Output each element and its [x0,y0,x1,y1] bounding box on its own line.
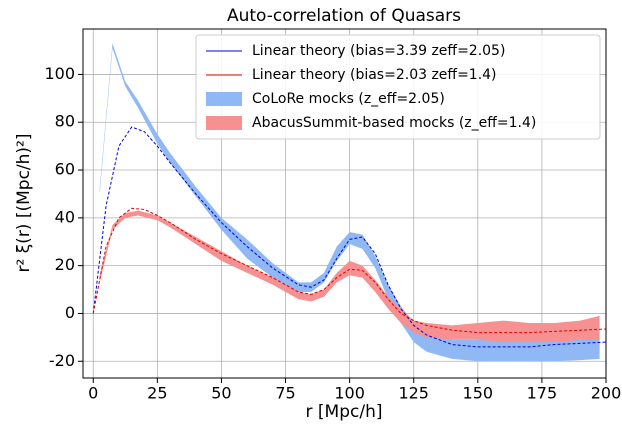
x-tick-label: 75 [275,384,295,403]
y-tick-label: 60 [55,160,75,179]
series-line [92,207,607,334]
legend-patch [206,92,242,106]
y-axis-label: r² ξ(r) [(Mpc/h)²] [14,134,34,273]
legend-patch [206,116,242,130]
legend-label: CoLoRe mocks (z_eff=2.05) [252,91,445,107]
x-axis-label: r [Mpc/h] [306,402,383,422]
chart-title: Auto-correlation of Quasars [227,6,461,26]
legend: Linear theory (bias=3.39 zeff=2.05) Linea… [195,34,601,140]
band [99,210,600,343]
legend-box [195,34,601,140]
y-tick-label: 0 [65,303,75,322]
x-tick-label: 125 [398,384,429,403]
legend-label: Linear theory (bias=3.39 zeff=2.05) [252,43,505,59]
y-tick-label: 100 [44,64,75,83]
series-line [92,126,607,348]
plot-frame [82,28,607,379]
x-tick-label: 200 [591,384,622,403]
x-tick-label: 175 [527,384,558,403]
x-tick-label: 25 [147,384,167,403]
x-tick-label: 100 [334,384,365,403]
y-tick-label: 80 [55,112,75,131]
x-tick-label: 150 [463,384,494,403]
y-tick-label: 40 [55,207,75,226]
x-tick-label: 50 [211,384,231,403]
y-tick-label: 20 [55,255,75,274]
legend-label: AbacusSummit-based mocks (z_eff=1.4) [252,115,536,131]
x-tick-label: 0 [88,384,98,403]
y-tick-label: -20 [49,351,75,370]
legend-label: Linear theory (bias=2.03 zeff=1.4) [252,67,497,83]
